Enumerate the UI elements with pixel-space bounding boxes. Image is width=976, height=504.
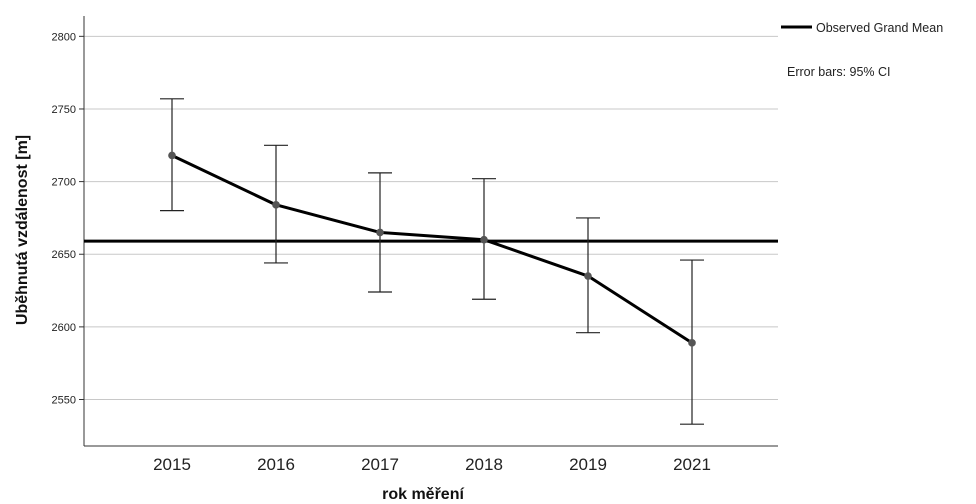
x-tick-label-2019: 2019	[569, 455, 607, 474]
x-tick-label-2018: 2018	[465, 455, 503, 474]
x-tick-label-2016: 2016	[257, 455, 295, 474]
data-point-2019	[584, 272, 592, 280]
y-axis-ticks: 2550 2600 2650 2700 2750 2800	[52, 31, 84, 407]
x-tick-label-2017: 2017	[361, 455, 399, 474]
y-tick-label-2550: 2550	[52, 395, 76, 407]
series-line	[171, 154, 693, 345]
y-tick-label-2750: 2750	[52, 104, 76, 116]
axes	[83, 16, 778, 447]
data-point-2018	[480, 235, 488, 244]
x-axis-ticks: 2015 2016 2017 2018 2019 2021	[153, 455, 711, 474]
y-axis-title: Uběhnutá vzdálenost [m]	[14, 135, 31, 325]
x-axis-title: rok měření	[382, 486, 464, 503]
data-point-2021	[688, 339, 696, 347]
legend: Observed Grand Mean Error bars: 95% CI	[781, 21, 943, 79]
data-point-2016	[272, 201, 280, 209]
error-bars	[160, 98, 704, 425]
y-tick-label-2800: 2800	[52, 31, 76, 43]
error-bars-annotation: Error bars: 95% CI	[787, 65, 891, 79]
gridlines	[84, 35, 778, 401]
data-point-2015	[168, 151, 176, 160]
series-layer	[168, 151, 696, 347]
y-tick-label-2600: 2600	[52, 322, 76, 334]
x-tick-label-2015: 2015	[153, 455, 191, 474]
data-point-2017	[376, 228, 384, 237]
y-tick-label-2650: 2650	[52, 249, 76, 261]
y-tick-label-2700: 2700	[52, 177, 76, 189]
legend-label-grand-mean: Observed Grand Mean	[816, 21, 943, 35]
x-tick-label-2021: 2021	[673, 455, 711, 474]
